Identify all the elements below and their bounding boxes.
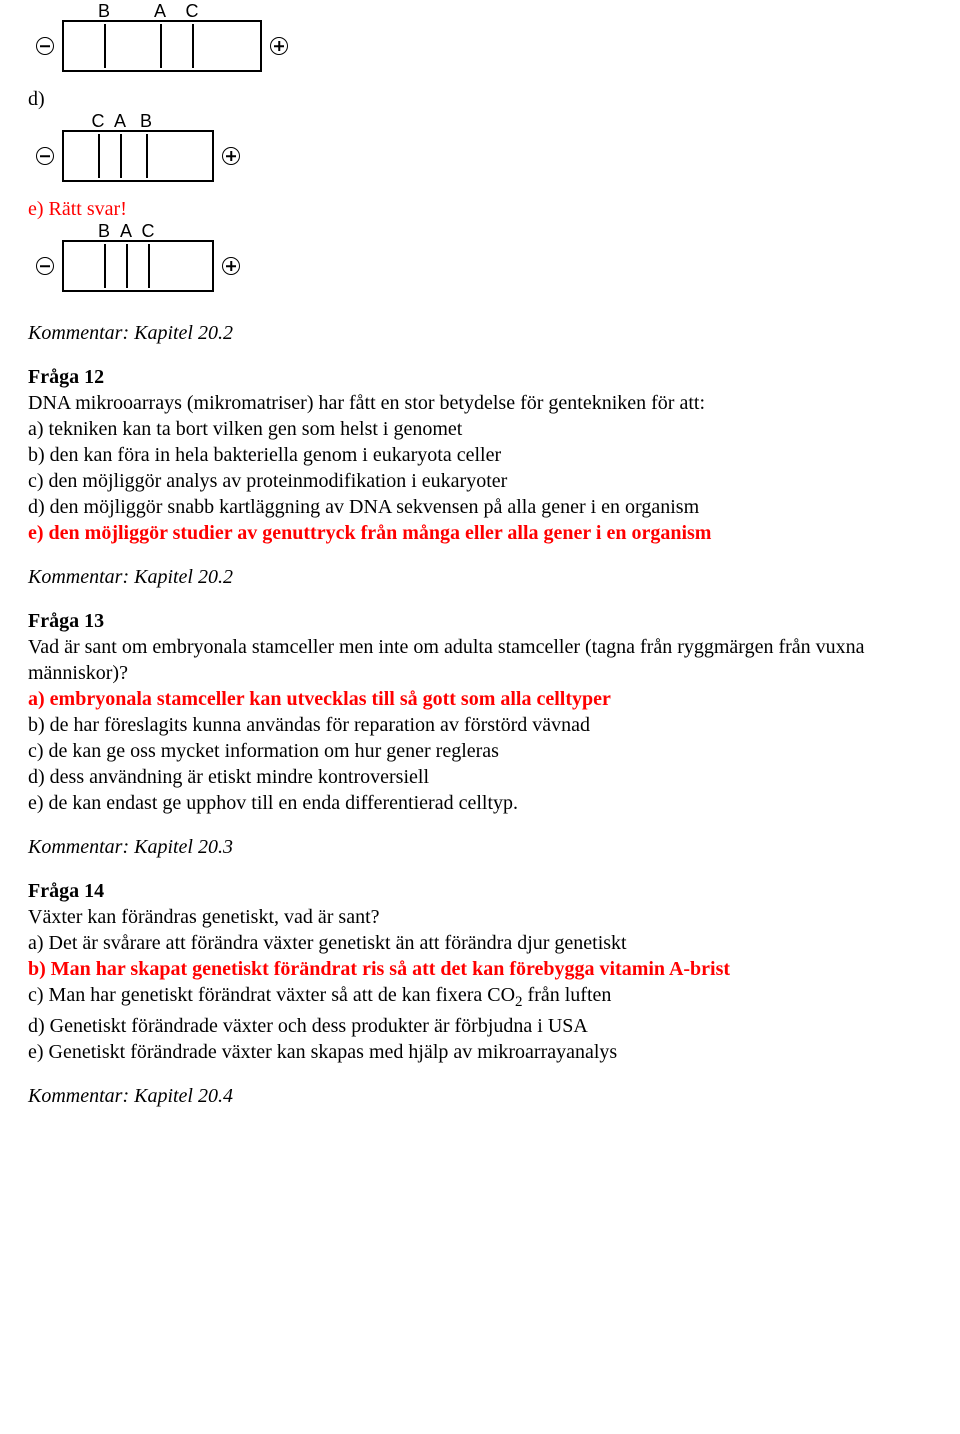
gel-band [192, 24, 194, 68]
option-b-correct: b) Man har skapat genetiskt förändrat ri… [28, 956, 932, 982]
gel-band-label: C [92, 110, 105, 133]
option-d: d) Genetiskt förändrade växter och dess … [28, 1013, 932, 1039]
option-b: b) den kan föra in hela bakteriella geno… [28, 442, 932, 468]
gel-band-label: A [114, 110, 126, 133]
gel-band [104, 24, 106, 68]
option-c-subscript: 2 [515, 994, 523, 1010]
electrode-plus-icon [222, 147, 240, 165]
option-d: d) dess användning är etiskt mindre kont… [28, 764, 932, 790]
gel-box: BAC [62, 20, 262, 72]
option-e: e) de kan endast ge upphov till en enda … [28, 790, 932, 816]
gel-diagram-2: CAB [28, 130, 932, 182]
option-d: d) den möjliggör snabb kartläggning av D… [28, 494, 932, 520]
gel-band [146, 134, 148, 178]
option-c-pre: c) Man har genetiskt förändrat växter så… [28, 984, 515, 1006]
question-stem: Växter kan förändras genetiskt, vad är s… [28, 904, 932, 930]
gel-band-label: A [120, 220, 132, 243]
gel-box: CAB [62, 130, 214, 182]
electrode-plus-icon [270, 37, 288, 55]
question-12: Fråga 12 DNA mikrooarrays (mikromatriser… [28, 364, 932, 546]
option-a: a) Det är svårare att förändra växter ge… [28, 930, 932, 956]
question-stem: Vad är sant om embryonala stamceller men… [28, 634, 932, 686]
option-marker-e-correct: e) Rätt svar! [28, 196, 932, 222]
gel-band-label: C [142, 220, 155, 243]
question-stem: DNA mikrooarrays (mikromatriser) har fåt… [28, 390, 932, 416]
comment-chapter: Kommentar: Kapitel 20.3 [28, 834, 932, 860]
gel-band [104, 244, 106, 288]
gel-band [98, 134, 100, 178]
gel-band [126, 244, 128, 288]
comment-chapter: Kommentar: Kapitel 20.4 [28, 1083, 932, 1109]
gel-band-label: B [140, 110, 152, 133]
option-a-correct: a) embryonala stamceller kan utvecklas t… [28, 686, 932, 712]
comment-chapter: Kommentar: Kapitel 20.2 [28, 320, 932, 346]
option-e-correct: e) den möjliggör studier av genuttryck f… [28, 520, 932, 546]
option-b: b) de har föreslagits kunna användas för… [28, 712, 932, 738]
gel-band-label: B [98, 0, 110, 23]
option-e: e) Genetiskt förändrade växter kan skapa… [28, 1039, 932, 1065]
gel-band-label: B [98, 220, 110, 243]
electrode-plus-icon [222, 257, 240, 275]
option-c: c) Man har genetiskt förändrat växter så… [28, 982, 932, 1013]
comment-chapter: Kommentar: Kapitel 20.2 [28, 564, 932, 590]
gel-box: BAC [62, 240, 214, 292]
gel-band [148, 244, 150, 288]
gel-diagram-1: BAC [28, 20, 932, 72]
question-heading: Fråga 14 [28, 878, 932, 904]
option-c: c) de kan ge oss mycket information om h… [28, 738, 932, 764]
option-marker-d: d) [28, 86, 932, 112]
option-c-post: från luften [523, 984, 612, 1006]
gel-diagram-3: BAC [28, 240, 932, 292]
electrode-minus-icon [36, 37, 54, 55]
gel-band-label: A [154, 0, 166, 23]
electrode-minus-icon [36, 257, 54, 275]
question-13: Fråga 13 Vad är sant om embryonala stamc… [28, 608, 932, 816]
question-heading: Fråga 12 [28, 364, 932, 390]
electrode-minus-icon [36, 147, 54, 165]
question-heading: Fråga 13 [28, 608, 932, 634]
option-c: c) den möjliggör analys av proteinmodifi… [28, 468, 932, 494]
gel-band [120, 134, 122, 178]
option-a: a) tekniken kan ta bort vilken gen som h… [28, 416, 932, 442]
gel-band-label: C [186, 0, 199, 23]
question-14: Fråga 14 Växter kan förändras genetiskt,… [28, 878, 932, 1065]
gel-band [160, 24, 162, 68]
